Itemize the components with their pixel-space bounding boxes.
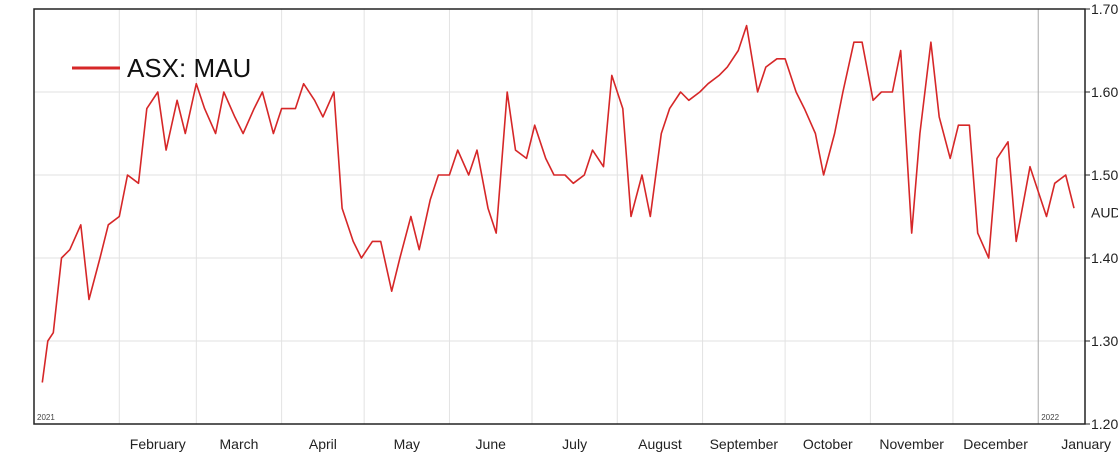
y-tick-label: 1.70 <box>1091 1 1118 17</box>
y-axis: 1.70 1.60 1.50 1.40 1.30 1.20 AUD <box>1085 1 1118 432</box>
series-layer <box>41 24 1075 383</box>
x-tick-label: February <box>130 436 186 452</box>
legend: ASX: MAU <box>72 53 251 83</box>
legend-label: ASX: MAU <box>127 53 251 83</box>
currency-label: AUD <box>1091 204 1118 220</box>
year-labels: 2021 2022 <box>37 413 1060 422</box>
x-axis: February March April May June July August Septe… <box>130 436 1111 452</box>
year-label-start: 2021 <box>37 413 55 422</box>
x-tick-label: September <box>710 436 779 452</box>
x-tick-label: October <box>803 436 853 452</box>
y-tick-label: 1.20 <box>1091 416 1118 432</box>
x-tick-label: January <box>1061 436 1111 452</box>
x-tick-label: March <box>220 436 259 452</box>
x-tick-label: November <box>879 436 944 452</box>
y-tick-label: 1.30 <box>1091 333 1118 349</box>
plot-area <box>34 9 1085 424</box>
y-tick-label: 1.50 <box>1091 167 1118 183</box>
y-tick-label: 1.60 <box>1091 84 1118 100</box>
x-tick-label: December <box>963 436 1028 452</box>
x-tick-label: May <box>394 436 420 452</box>
y-tick-label: 1.40 <box>1091 250 1118 266</box>
x-tick-label: July <box>562 436 587 452</box>
plot-border <box>33 8 1086 425</box>
x-tick-label: August <box>638 436 682 452</box>
series-line <box>41 24 1075 383</box>
x-tick-label: April <box>309 436 337 452</box>
x-tick-label: June <box>476 436 507 452</box>
year-label-end: 2022 <box>1041 413 1059 422</box>
